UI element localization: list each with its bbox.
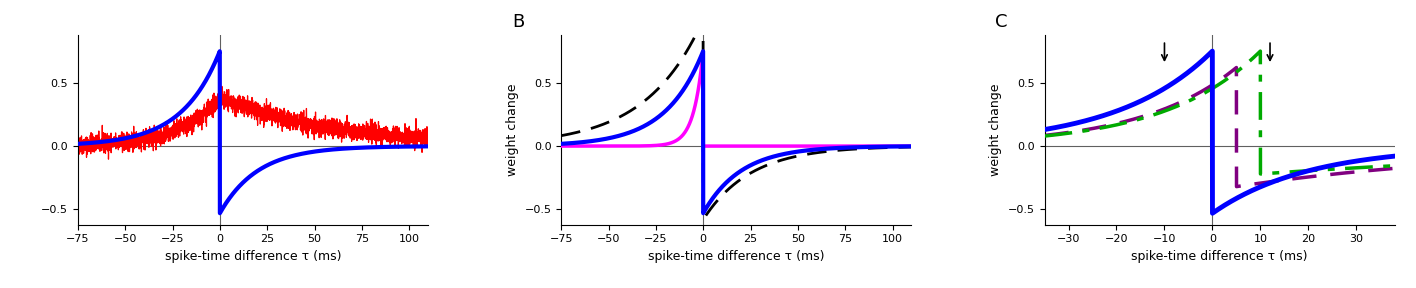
Y-axis label: weight change: weight change	[506, 83, 518, 176]
Y-axis label: weight change: weight change	[990, 83, 1003, 176]
Text: B: B	[513, 13, 524, 31]
X-axis label: spike-time difference τ (ms): spike-time difference τ (ms)	[164, 250, 341, 263]
X-axis label: spike-time difference τ (ms): spike-time difference τ (ms)	[1131, 250, 1308, 263]
Text: C: C	[995, 13, 1008, 31]
X-axis label: spike-time difference τ (ms): spike-time difference τ (ms)	[649, 250, 824, 263]
